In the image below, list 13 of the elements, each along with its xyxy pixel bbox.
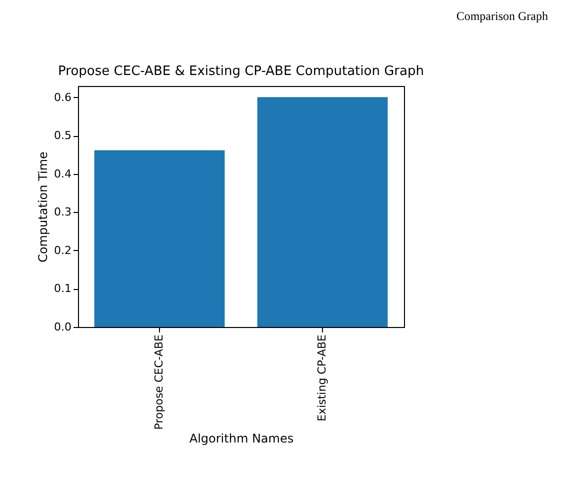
y-tick-label: 0.6	[54, 90, 72, 104]
y-axis-title: Computation Time	[36, 152, 50, 262]
x-tick-label: Existing CP-ABE	[316, 334, 328, 422]
y-tick-label: 0.5	[54, 129, 72, 142]
y-tick-label: 0.2	[54, 244, 72, 257]
y-tick-label: 0.3	[54, 206, 72, 219]
x-axis-title: Algorithm Names	[189, 432, 294, 446]
y-tick-label: 0.1	[54, 282, 72, 296]
x-tick-label: Propose CEC-ABE	[152, 334, 166, 430]
y-tick-label: 0.0	[54, 320, 72, 334]
y-tick-label: 0.4	[54, 167, 72, 180]
chart-title: Propose CEC-ABE & Existing CP-ABE Computation Graph	[58, 64, 424, 79]
text: Comparison Graph	[456, 9, 548, 23]
